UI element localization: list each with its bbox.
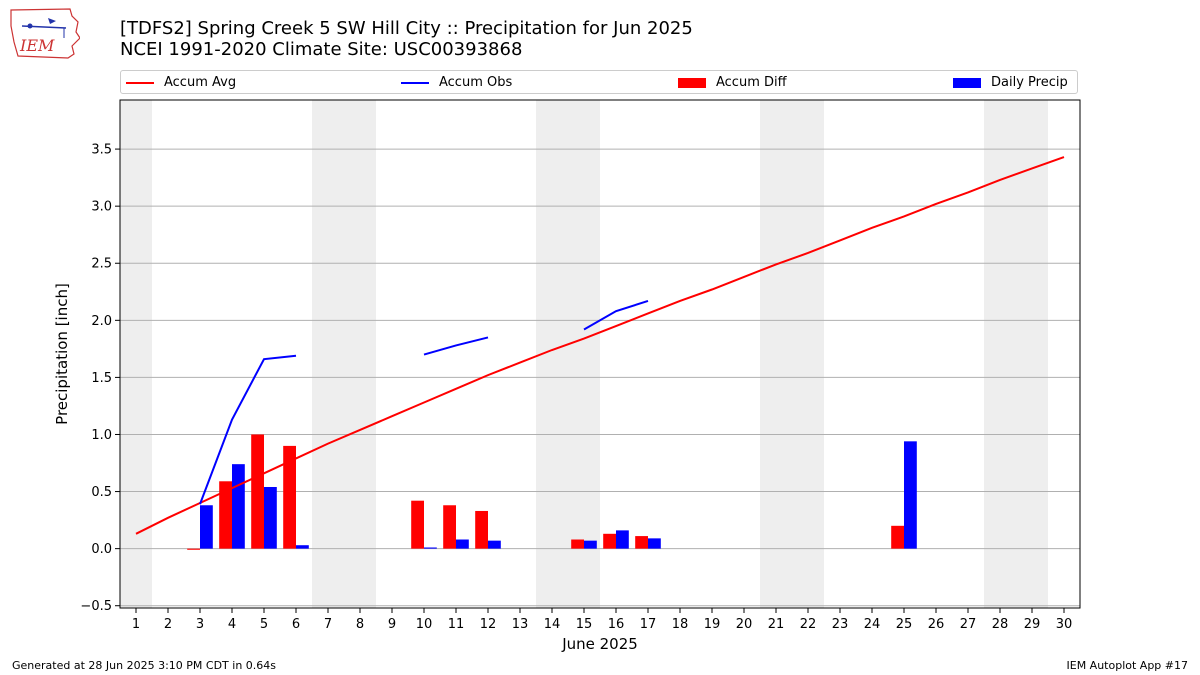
- y-tick-label: 2.0: [91, 314, 112, 329]
- x-tick-label: 19: [704, 617, 721, 632]
- accum-diff-bar: [891, 525, 904, 549]
- x-tick-label: 14: [544, 617, 561, 632]
- legend-label: Accum Avg: [164, 75, 237, 90]
- x-tick-label: 15: [576, 617, 593, 632]
- logo-text: IEM: [19, 36, 55, 55]
- x-tick-label: 24: [864, 617, 881, 632]
- x-tick-label: 12: [480, 617, 497, 632]
- accum-diff-bar: [187, 548, 200, 550]
- y-tick-label: −0.5: [80, 599, 112, 614]
- y-tick-label: 0.0: [91, 542, 112, 557]
- x-tick-label: 20: [736, 617, 753, 632]
- y-tick-label: 3.0: [91, 200, 112, 215]
- iowa-outline-icon: [10, 8, 80, 59]
- weekend-band: [760, 100, 824, 608]
- daily-precip-bar: [616, 530, 629, 549]
- daily-precip-bar: [648, 538, 661, 549]
- weekend-band: [536, 100, 600, 608]
- x-tick-label: 7: [324, 617, 332, 632]
- x-tick-label: 27: [960, 617, 977, 632]
- x-tick-label: 23: [832, 617, 849, 632]
- accum-avg-line: [135, 156, 1065, 535]
- iem-logo: IEM: [10, 8, 80, 59]
- title-line-1: [TDFS2] Spring Creek 5 SW Hill City :: P…: [120, 18, 693, 39]
- daily-precip-bar: [584, 540, 597, 549]
- accum-diff-bar: [603, 533, 616, 549]
- legend-item-accum-diff: Accum Diff: [678, 74, 787, 92]
- legend-swatch-red-bar: [678, 77, 706, 88]
- y-tick-label: 3.5: [91, 143, 112, 158]
- x-tick-label: 10: [416, 617, 433, 632]
- accum-diff-bar: [251, 434, 264, 549]
- accum-diff-bar: [443, 505, 456, 549]
- daily-precip-bar: [456, 539, 469, 549]
- y-tick-label: 0.5: [91, 485, 112, 500]
- x-tick-label: 1: [132, 617, 140, 632]
- x-tick-label: 26: [928, 617, 945, 632]
- x-tick-label: 17: [640, 617, 657, 632]
- x-tick-label: 5: [260, 617, 268, 632]
- x-tick-label: 8: [356, 617, 364, 632]
- accum-diff-bar: [635, 536, 648, 549]
- daily-precip-bar: [904, 441, 917, 549]
- accum-obs-line: [199, 354, 297, 505]
- legend-swatch-red-line: [126, 81, 154, 84]
- legend: Accum Avg Accum Obs Accum Diff Daily Pre…: [120, 70, 1078, 94]
- generated-timestamp: Generated at 28 Jun 2025 3:10 PM CDT in …: [12, 659, 277, 672]
- y-axis-title: Precipitation [inch]: [53, 283, 71, 425]
- title-line-2: NCEI 1991-2020 Climate Site: USC00393868: [120, 39, 523, 60]
- y-tick-label: 1.5: [91, 371, 112, 386]
- daily-precip-bar: [264, 486, 277, 549]
- weekend-band: [120, 100, 152, 608]
- daily-precip-bar: [424, 547, 437, 549]
- x-tick-label: 11: [448, 617, 465, 632]
- x-tick-label: 28: [992, 617, 1009, 632]
- x-tick-label: 25: [896, 617, 913, 632]
- legend-swatch-blue-bar: [953, 77, 981, 88]
- x-tick-label: 22: [800, 617, 817, 632]
- legend-item-daily-precip: Daily Precip: [953, 74, 1068, 92]
- x-tick-label: 9: [388, 617, 396, 632]
- x-tick-label: 30: [1056, 617, 1073, 632]
- x-tick-label: 21: [768, 617, 785, 632]
- y-tick-label: 1.0: [91, 428, 112, 443]
- accum-diff-bar: [283, 445, 296, 549]
- accum-obs-line: [423, 336, 489, 356]
- weekend-band: [984, 100, 1048, 608]
- legend-swatch-blue-line: [401, 81, 429, 84]
- x-tick-label: 6: [292, 617, 300, 632]
- accum-diff-bar: [219, 481, 232, 549]
- plot-frame: [119, 99, 1081, 609]
- accum-obs-line: [583, 299, 649, 331]
- legend-label: Daily Precip: [991, 75, 1068, 90]
- x-tick-label: 4: [228, 617, 236, 632]
- x-tick-label: 2: [164, 617, 172, 632]
- x-tick-label: 18: [672, 617, 689, 632]
- daily-precip-bar: [200, 505, 213, 549]
- legend-label: Accum Obs: [439, 75, 513, 90]
- daily-precip-bar: [232, 464, 245, 549]
- y-tick-label: 2.5: [91, 257, 112, 272]
- x-tick-label: 3: [196, 617, 204, 632]
- x-axis-title: June 2025: [561, 635, 638, 653]
- legend-item-accum-obs: Accum Obs: [401, 74, 512, 92]
- chart-title: [TDFS2] Spring Creek 5 SW Hill City :: P…: [120, 18, 693, 60]
- accum-diff-bar: [475, 510, 488, 549]
- app-label: IEM Autoplot App #17: [1066, 659, 1189, 672]
- x-tick-label: 16: [608, 617, 625, 632]
- legend-item-accum-avg: Accum Avg: [126, 74, 236, 92]
- daily-precip-bar: [488, 540, 501, 549]
- daily-precip-bar: [296, 545, 309, 549]
- weekend-band: [312, 100, 376, 608]
- accum-diff-bar: [571, 539, 584, 549]
- x-tick-label: 29: [1024, 617, 1041, 632]
- legend-label: Accum Diff: [716, 75, 787, 90]
- accum-diff-bar: [411, 500, 424, 549]
- x-tick-label: 13: [512, 617, 529, 632]
